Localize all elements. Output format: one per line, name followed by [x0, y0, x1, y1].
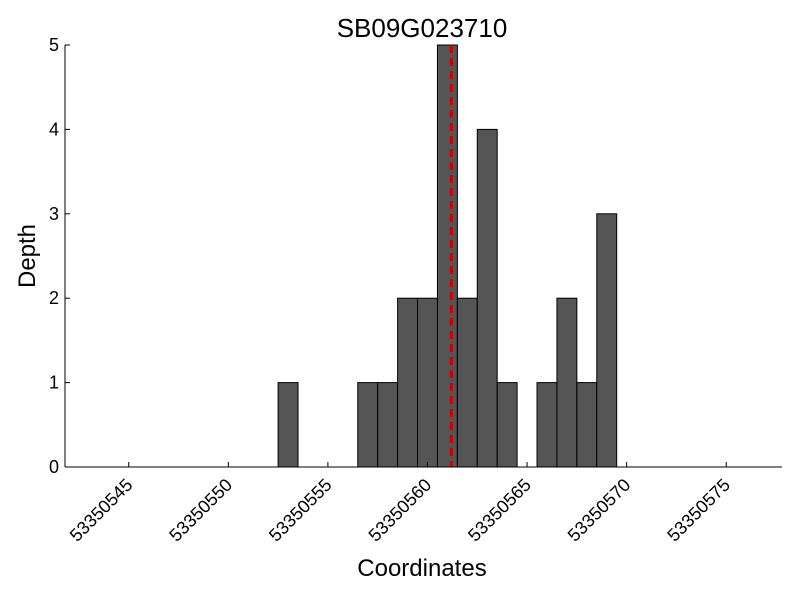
bars-layer: [277, 44, 618, 468]
histogram-bar: [556, 297, 578, 468]
histogram-bar: [596, 213, 618, 468]
histogram-bar: [476, 128, 498, 468]
x-tick-label: 53350550: [165, 475, 236, 546]
axes-layer: [64, 45, 782, 468]
y-tick-label: 5: [49, 35, 59, 55]
histogram-bar: [576, 382, 598, 468]
histogram-bar: [456, 297, 478, 468]
x-tick-label: 53350545: [66, 475, 137, 546]
histogram-bar: [357, 382, 379, 468]
chart-title: SB09G023710: [337, 13, 508, 43]
ticks-layer: 0 1 2 3 4 5 53350545 53350550 53350555 53350560 53…: [49, 35, 734, 545]
histogram-bar: [496, 382, 518, 468]
y-tick-label: 0: [49, 457, 59, 477]
x-tick-label: 53350560: [365, 475, 436, 546]
x-axis-label: Coordinates: [357, 555, 486, 582]
histogram-bar: [417, 297, 438, 468]
x-tick-label: 53350565: [464, 475, 535, 546]
histogram-bar: [277, 382, 299, 468]
x-tick-label: 53350570: [564, 475, 635, 546]
y-tick-label: 4: [49, 119, 59, 139]
y-tick-label: 3: [49, 204, 59, 224]
histogram-bar: [436, 44, 458, 468]
y-tick-label: 2: [49, 288, 59, 308]
histogram-bar: [397, 297, 419, 468]
histogram-bar: [536, 382, 558, 468]
y-axis-label: Depth: [14, 224, 41, 288]
x-tick-label: 53350575: [663, 475, 734, 546]
y-tick-label: 1: [49, 373, 59, 393]
x-tick-label: 53350555: [265, 475, 336, 546]
histogram-bar: [377, 382, 399, 468]
